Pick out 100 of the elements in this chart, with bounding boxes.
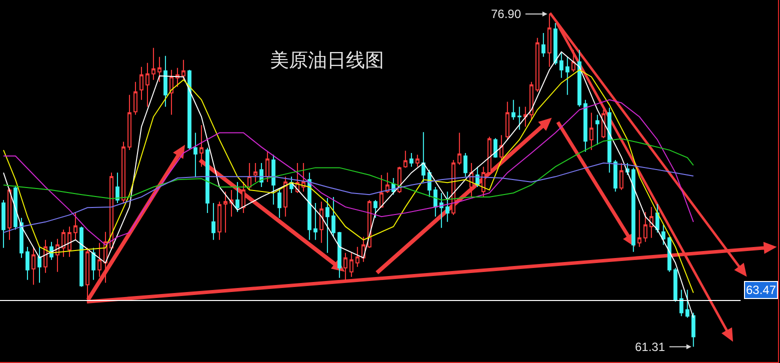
candlestick (637, 209, 642, 248)
candlestick (403, 150, 408, 168)
candlestick (38, 246, 42, 284)
candlestick (301, 162, 306, 192)
candlestick (283, 176, 288, 218)
candlestick (445, 191, 450, 222)
candlestick (487, 136, 492, 176)
candlestick (74, 211, 78, 240)
candlestick (235, 182, 240, 212)
candlestick (505, 101, 510, 140)
candlestick (547, 13, 552, 68)
candlestick (457, 132, 462, 166)
candlestick (32, 246, 36, 286)
candlestick (271, 154, 276, 206)
candlestick (241, 182, 246, 214)
candlestick (307, 172, 312, 240)
candlestick (98, 242, 102, 278)
candlestick (607, 107, 612, 174)
candlestick (145, 62, 150, 108)
candlestick (523, 106, 528, 128)
candlestick (110, 172, 114, 250)
candlestick (529, 81, 534, 120)
candlestick (601, 109, 606, 139)
candlestick (679, 289, 684, 317)
candlestick (409, 152, 414, 168)
candlestick (415, 154, 420, 168)
candlestick (265, 151, 270, 182)
candlestick (20, 217, 24, 258)
candlestick (613, 160, 618, 192)
candlestick (8, 187, 12, 240)
candlestick (595, 114, 600, 146)
candlestick (116, 172, 120, 204)
candlestick (193, 132, 198, 178)
candlestick (62, 229, 66, 258)
candlestick (68, 226, 72, 258)
candlestick (349, 252, 354, 278)
candlestick (169, 69, 174, 116)
candlestick (589, 112, 594, 151)
candlestick (128, 94, 132, 151)
candlestick (343, 252, 348, 282)
candlestick (643, 211, 648, 242)
candlestick (217, 201, 222, 240)
candlestick (559, 52, 564, 78)
candlestick (86, 247, 90, 302)
candlestick (331, 196, 336, 238)
candlestick (199, 124, 204, 168)
candlestick (134, 81, 138, 116)
candlestick (631, 167, 636, 252)
candlestick (619, 162, 624, 190)
candlestick (157, 56, 162, 82)
candlestick (223, 191, 228, 234)
candlestick (565, 56, 570, 96)
candlestick (319, 201, 324, 244)
candlestick (151, 47, 156, 80)
candlestick (541, 32, 546, 58)
candlestick (229, 189, 234, 218)
candlestick (493, 138, 498, 158)
candlestick (661, 224, 666, 246)
candlestick (499, 134, 504, 161)
candlestick (313, 202, 318, 240)
candlestick (517, 106, 522, 130)
candlestick (673, 267, 678, 302)
candlestick (277, 187, 282, 218)
candlestick (421, 132, 426, 182)
candlestick (205, 147, 210, 214)
candlestick (44, 239, 48, 274)
candlestick (181, 59, 186, 80)
candlestick (187, 69, 192, 151)
candlestick (583, 99, 588, 152)
candlestick (577, 49, 582, 108)
candlestick (511, 99, 516, 120)
candlestick (649, 206, 654, 238)
candlestick (463, 152, 468, 178)
candlestick (439, 192, 444, 228)
candlestick (80, 226, 84, 288)
candlestick (122, 141, 126, 204)
candlestick (163, 55, 168, 108)
text: 63.47 (746, 283, 776, 297)
candlestick (433, 186, 438, 218)
candlestick (140, 66, 144, 100)
annotation: 61.31 (635, 340, 666, 354)
candlestick (667, 236, 672, 272)
candlestick (92, 247, 96, 280)
candlestick (685, 289, 690, 318)
candlestick (571, 49, 576, 72)
candlestick (247, 162, 252, 190)
annotation: 76.90 (491, 7, 522, 21)
candlestick (691, 312, 696, 348)
candlestick (481, 166, 486, 198)
candlestick (2, 199, 6, 248)
candlestick (14, 185, 18, 230)
candlestick (337, 231, 342, 278)
candlestick (26, 246, 30, 280)
candlestick (355, 246, 360, 268)
candlestick (553, 22, 558, 66)
candlestick (211, 202, 216, 240)
candlestick (325, 197, 330, 254)
candlestick (379, 174, 384, 208)
candlestick (373, 199, 378, 218)
candlestick (535, 37, 540, 92)
